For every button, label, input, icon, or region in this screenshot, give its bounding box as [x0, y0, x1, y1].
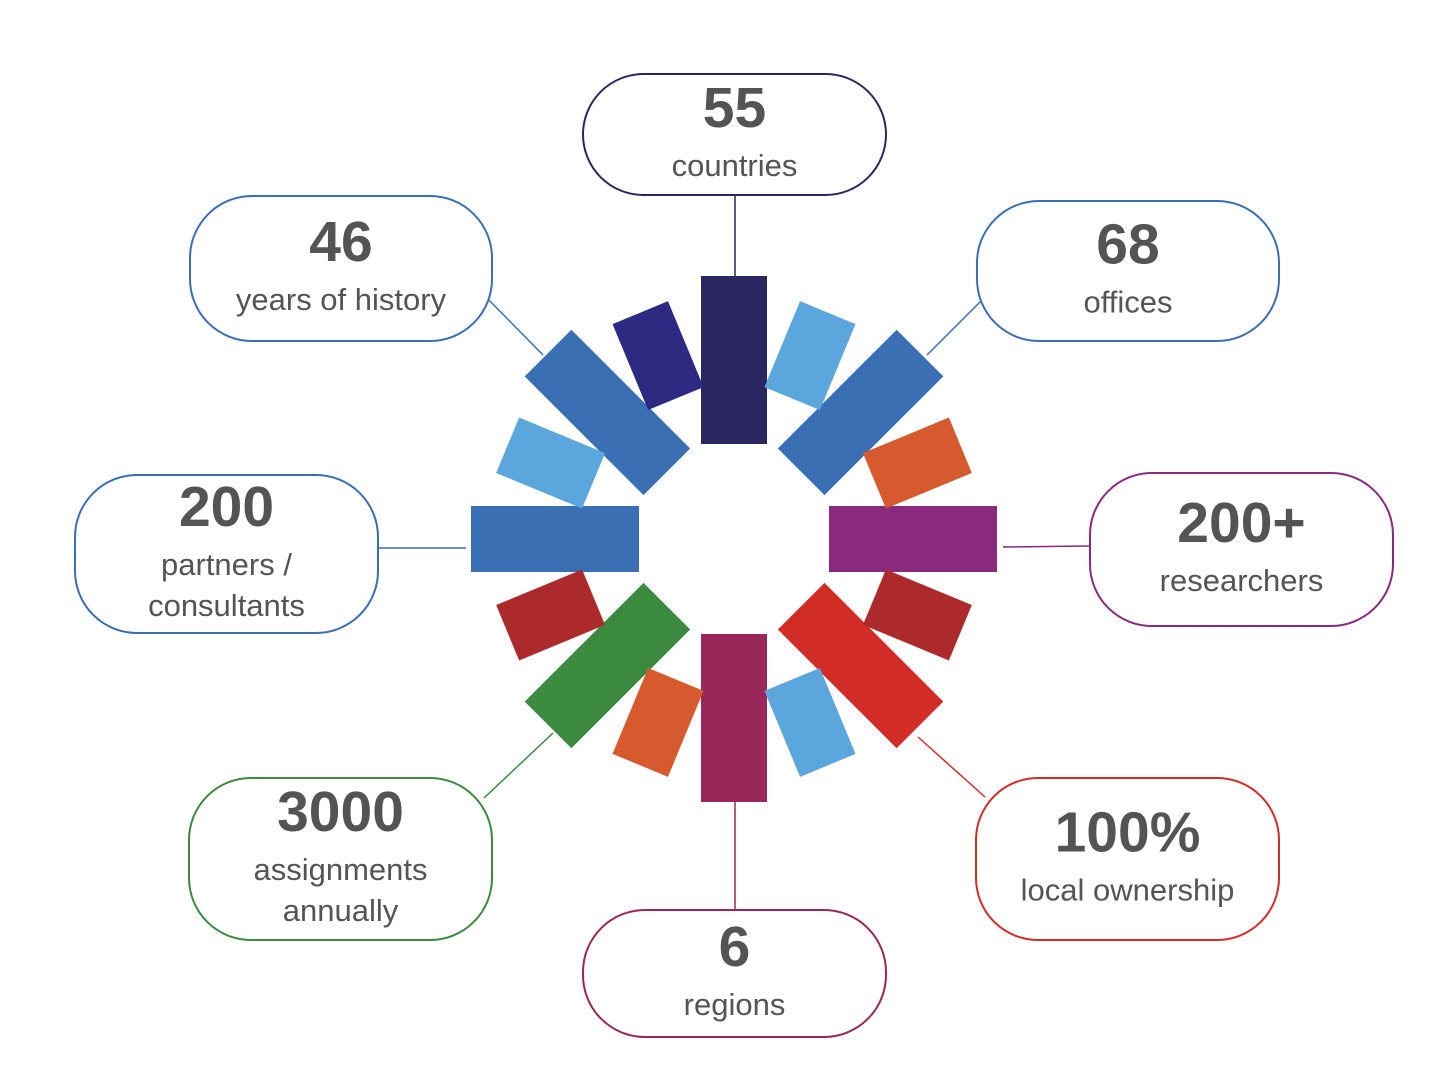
- stat-label-history: years of history: [236, 282, 447, 317]
- stat-value-regions: 6: [719, 915, 751, 979]
- stat-value-researchers: 200+: [1177, 491, 1305, 555]
- stat-label-regions: regions: [684, 987, 786, 1022]
- wheel-short-bar: [764, 301, 856, 411]
- stat-pill-assignments: 3000 assignments annually: [188, 777, 493, 941]
- pill-outline: [976, 200, 1280, 342]
- wheel-short-bar: [862, 417, 972, 509]
- wheel-short-bar: [612, 301, 704, 411]
- stat-pill-partners: 200 partners / consultants: [74, 474, 379, 634]
- stat-pill-offices: 68 offices: [976, 200, 1280, 342]
- wheel-long-bar: [471, 506, 639, 572]
- wheel-long-bar: [829, 506, 997, 572]
- stat-label-ownership: local ownership: [1021, 873, 1235, 908]
- stat-label-offices: offices: [1083, 285, 1172, 320]
- stat-value-history: 46: [309, 210, 372, 274]
- pill-outline: [189, 195, 493, 342]
- stat-label-partners: consultants: [148, 588, 305, 623]
- pill-outline: [74, 474, 379, 634]
- connector-assignments: [483, 732, 554, 799]
- stat-label-partners: partners /: [161, 547, 292, 582]
- connector-researchers: [1002, 545, 1091, 548]
- wheel-long-bars: [471, 276, 997, 802]
- wheel-long-bar: [524, 582, 691, 749]
- stat-pill-regions: 6 regions: [582, 909, 887, 1038]
- wheel-long-bar: [524, 329, 691, 496]
- stat-pill-ownership: 100% local ownership: [975, 777, 1280, 941]
- wheel-short-bar: [496, 569, 606, 661]
- wheel-short-bar: [612, 667, 704, 777]
- connector-offices: [926, 295, 987, 356]
- stat-value-assignments: 3000: [277, 780, 404, 844]
- stat-label-countries: countries: [672, 148, 798, 183]
- stat-label-assignments: assignments: [253, 852, 427, 887]
- stat-value-ownership: 100%: [1055, 801, 1201, 865]
- wheel-long-bar: [777, 329, 944, 496]
- stat-value-offices: 68: [1096, 213, 1159, 277]
- stat-pill-countries: 55 countries: [582, 73, 887, 196]
- pill-outline: [582, 909, 887, 1038]
- wheel-long-bar: [777, 582, 944, 749]
- wheel-short-bar: [862, 569, 972, 661]
- stat-label-researchers: researchers: [1160, 563, 1324, 598]
- wheel-long-bar: [701, 634, 767, 802]
- stat-pill-researchers: 200+ researchers: [1089, 472, 1394, 627]
- stat-value-countries: 55: [703, 76, 766, 140]
- stat-label-assignments: annually: [283, 893, 399, 928]
- wheel-long-bar: [701, 276, 767, 444]
- pill-outline: [582, 73, 887, 196]
- stat-pills: 55 countries 68 offices 200+ researchers 100% l…: [74, 73, 1394, 1038]
- pill-outline: [188, 777, 493, 941]
- connector-lines: [377, 195, 1091, 910]
- wheel-short-bar: [496, 417, 606, 509]
- stat-value-partners: 200: [179, 475, 274, 539]
- connector-ownership: [917, 736, 986, 798]
- stat-pill-history: 46 years of history: [189, 195, 493, 342]
- wheel-short-bar: [764, 667, 856, 777]
- pill-outline: [975, 777, 1280, 941]
- pill-outline: [1089, 472, 1394, 627]
- wheel-short-bars: [496, 301, 972, 777]
- connector-history: [484, 295, 544, 356]
